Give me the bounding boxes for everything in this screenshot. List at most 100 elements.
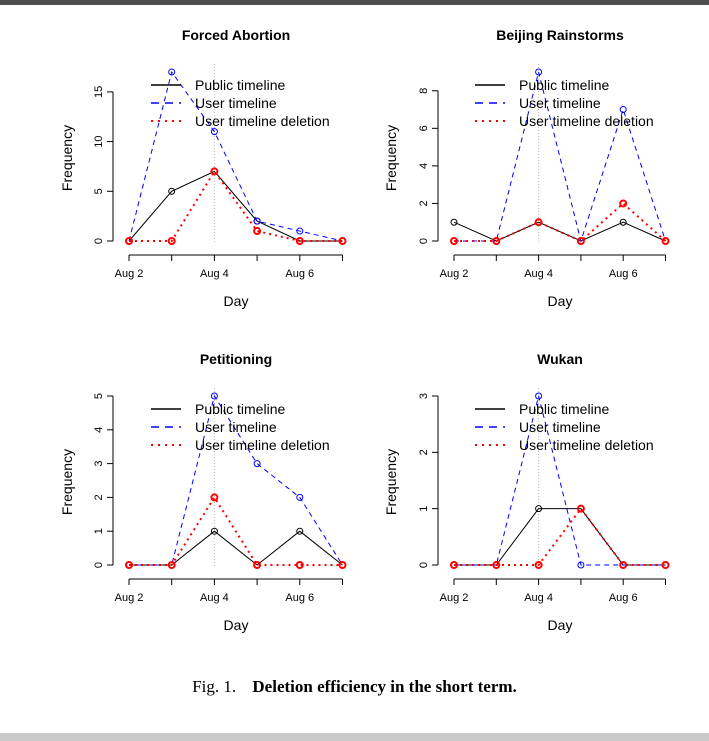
legend-label: User timeline xyxy=(195,95,277,111)
data-point xyxy=(167,561,176,569)
data-point xyxy=(168,187,176,195)
y-tick-label: 0 xyxy=(418,238,430,244)
x-axis: Aug 2 Aug 4 Aug 6 xyxy=(440,254,666,280)
y-tick-label: 4 xyxy=(418,163,430,169)
y-tick-label: 3 xyxy=(418,393,430,399)
x-tick-label: Aug 2 xyxy=(115,268,144,280)
data-point xyxy=(450,237,458,245)
series-user-timeline-deletion xyxy=(450,504,670,569)
x-axis: Aug 2 Aug 4 Aug 6 xyxy=(115,254,343,280)
data-point xyxy=(167,237,176,245)
x-tick-label: Aug 4 xyxy=(524,268,553,280)
data-point xyxy=(619,106,627,114)
legend-label: User timeline deletion xyxy=(195,113,330,129)
chart-panel-1: Forced Abortion 0 5 10 15 Frequency Aug 2 Aug 4… xyxy=(59,27,347,309)
data-point xyxy=(295,237,304,245)
series-public-timeline xyxy=(450,218,669,245)
data-point xyxy=(535,505,543,513)
data-point xyxy=(296,527,304,535)
data-point xyxy=(450,218,458,226)
data-point xyxy=(450,561,458,569)
data-point xyxy=(492,237,501,245)
y-tick-label: 15 xyxy=(93,86,105,98)
x-tick-label: Aug 6 xyxy=(609,268,638,280)
data-point xyxy=(210,128,218,136)
figure-caption: Fig. 1. Deletion efficiency in the short… xyxy=(0,677,709,697)
y-axis-label: Frequency xyxy=(383,125,399,191)
data-point xyxy=(619,218,627,226)
y-tick-label: 6 xyxy=(418,125,430,131)
series-line xyxy=(128,170,343,242)
data-point xyxy=(296,493,304,501)
data-point xyxy=(168,68,176,76)
legend-label: Public timeline xyxy=(519,401,609,417)
legend-label: Public timeline xyxy=(195,77,285,93)
chart-title: Petitioning xyxy=(200,351,272,367)
data-point xyxy=(210,527,218,535)
bottom-border xyxy=(0,733,709,741)
y-tick-label: 3 xyxy=(93,461,105,467)
chart-title: Forced Abortion xyxy=(182,27,290,43)
x-tick-label: Aug 2 xyxy=(115,592,144,604)
x-tick-label: Aug 6 xyxy=(285,268,314,280)
legend: Public timeline User timeline User timelin… xyxy=(475,77,654,129)
y-axis-label: Frequency xyxy=(59,449,75,515)
x-tick-label: Aug 6 xyxy=(285,592,314,604)
series-public-timeline xyxy=(125,167,346,245)
y-axis: 0 1 2 3 4 5 xyxy=(93,393,114,568)
data-point xyxy=(295,561,304,569)
x-tick-label: Aug 6 xyxy=(609,592,638,604)
series-line xyxy=(128,70,343,242)
y-axis-label: Frequency xyxy=(59,125,75,191)
y-tick-label: 10 xyxy=(93,135,105,147)
y-tick-label: 1 xyxy=(93,528,105,534)
y-tick-label: 2 xyxy=(418,449,430,455)
legend-label: User timeline xyxy=(519,419,601,435)
data-point xyxy=(338,561,347,569)
data-point xyxy=(535,68,543,76)
x-tick-label: Aug 2 xyxy=(440,268,469,280)
series-line xyxy=(129,530,343,566)
data-point xyxy=(661,561,670,569)
data-point xyxy=(253,217,261,225)
data-point xyxy=(210,167,219,176)
data-point xyxy=(534,561,543,569)
y-axis-label: Frequency xyxy=(383,449,399,515)
data-point xyxy=(125,237,133,245)
x-axis-label: Day xyxy=(548,617,573,633)
y-tick-label: 1 xyxy=(418,506,430,512)
y-tick-label: 8 xyxy=(418,88,430,94)
caption-label: Fig. 1. xyxy=(192,677,237,696)
data-point xyxy=(576,237,585,245)
data-point xyxy=(338,237,347,245)
data-point xyxy=(125,561,133,569)
legend-label: Public timeline xyxy=(519,77,609,93)
data-point xyxy=(210,392,218,400)
chart-title: Wukan xyxy=(537,351,583,367)
y-axis: 0 2 4 6 8 xyxy=(418,88,439,244)
legend-label: Public timeline xyxy=(195,401,285,417)
x-tick-label: Aug 4 xyxy=(200,268,229,280)
x-tick-label: Aug 4 xyxy=(200,592,229,604)
series-user-timeline-deletion xyxy=(125,167,347,245)
series-line xyxy=(454,71,666,243)
series-line xyxy=(454,508,666,566)
x-axis-label: Day xyxy=(224,293,249,309)
x-tick-label: Aug 2 xyxy=(440,592,469,604)
series-line xyxy=(129,495,343,566)
series-user-timeline-deletion xyxy=(125,493,347,569)
y-axis: 0 1 2 3 xyxy=(418,393,439,568)
data-point xyxy=(619,199,628,208)
data-point xyxy=(535,392,543,400)
caption-text: Deletion efficiency in the short term. xyxy=(252,677,517,696)
data-point xyxy=(210,493,219,502)
y-tick-label: 5 xyxy=(93,393,105,399)
data-point xyxy=(296,227,304,235)
y-tick-label: 0 xyxy=(93,562,105,568)
x-axis-label: Day xyxy=(224,617,249,633)
legend-label: User timeline xyxy=(519,95,601,111)
legend: Public timeline User timeline User timelin… xyxy=(475,401,654,453)
chart-panel-4: Wukan 0 1 2 3 Frequency Aug 2 Aug 4 Aug 6 Day Publ… xyxy=(383,351,670,633)
